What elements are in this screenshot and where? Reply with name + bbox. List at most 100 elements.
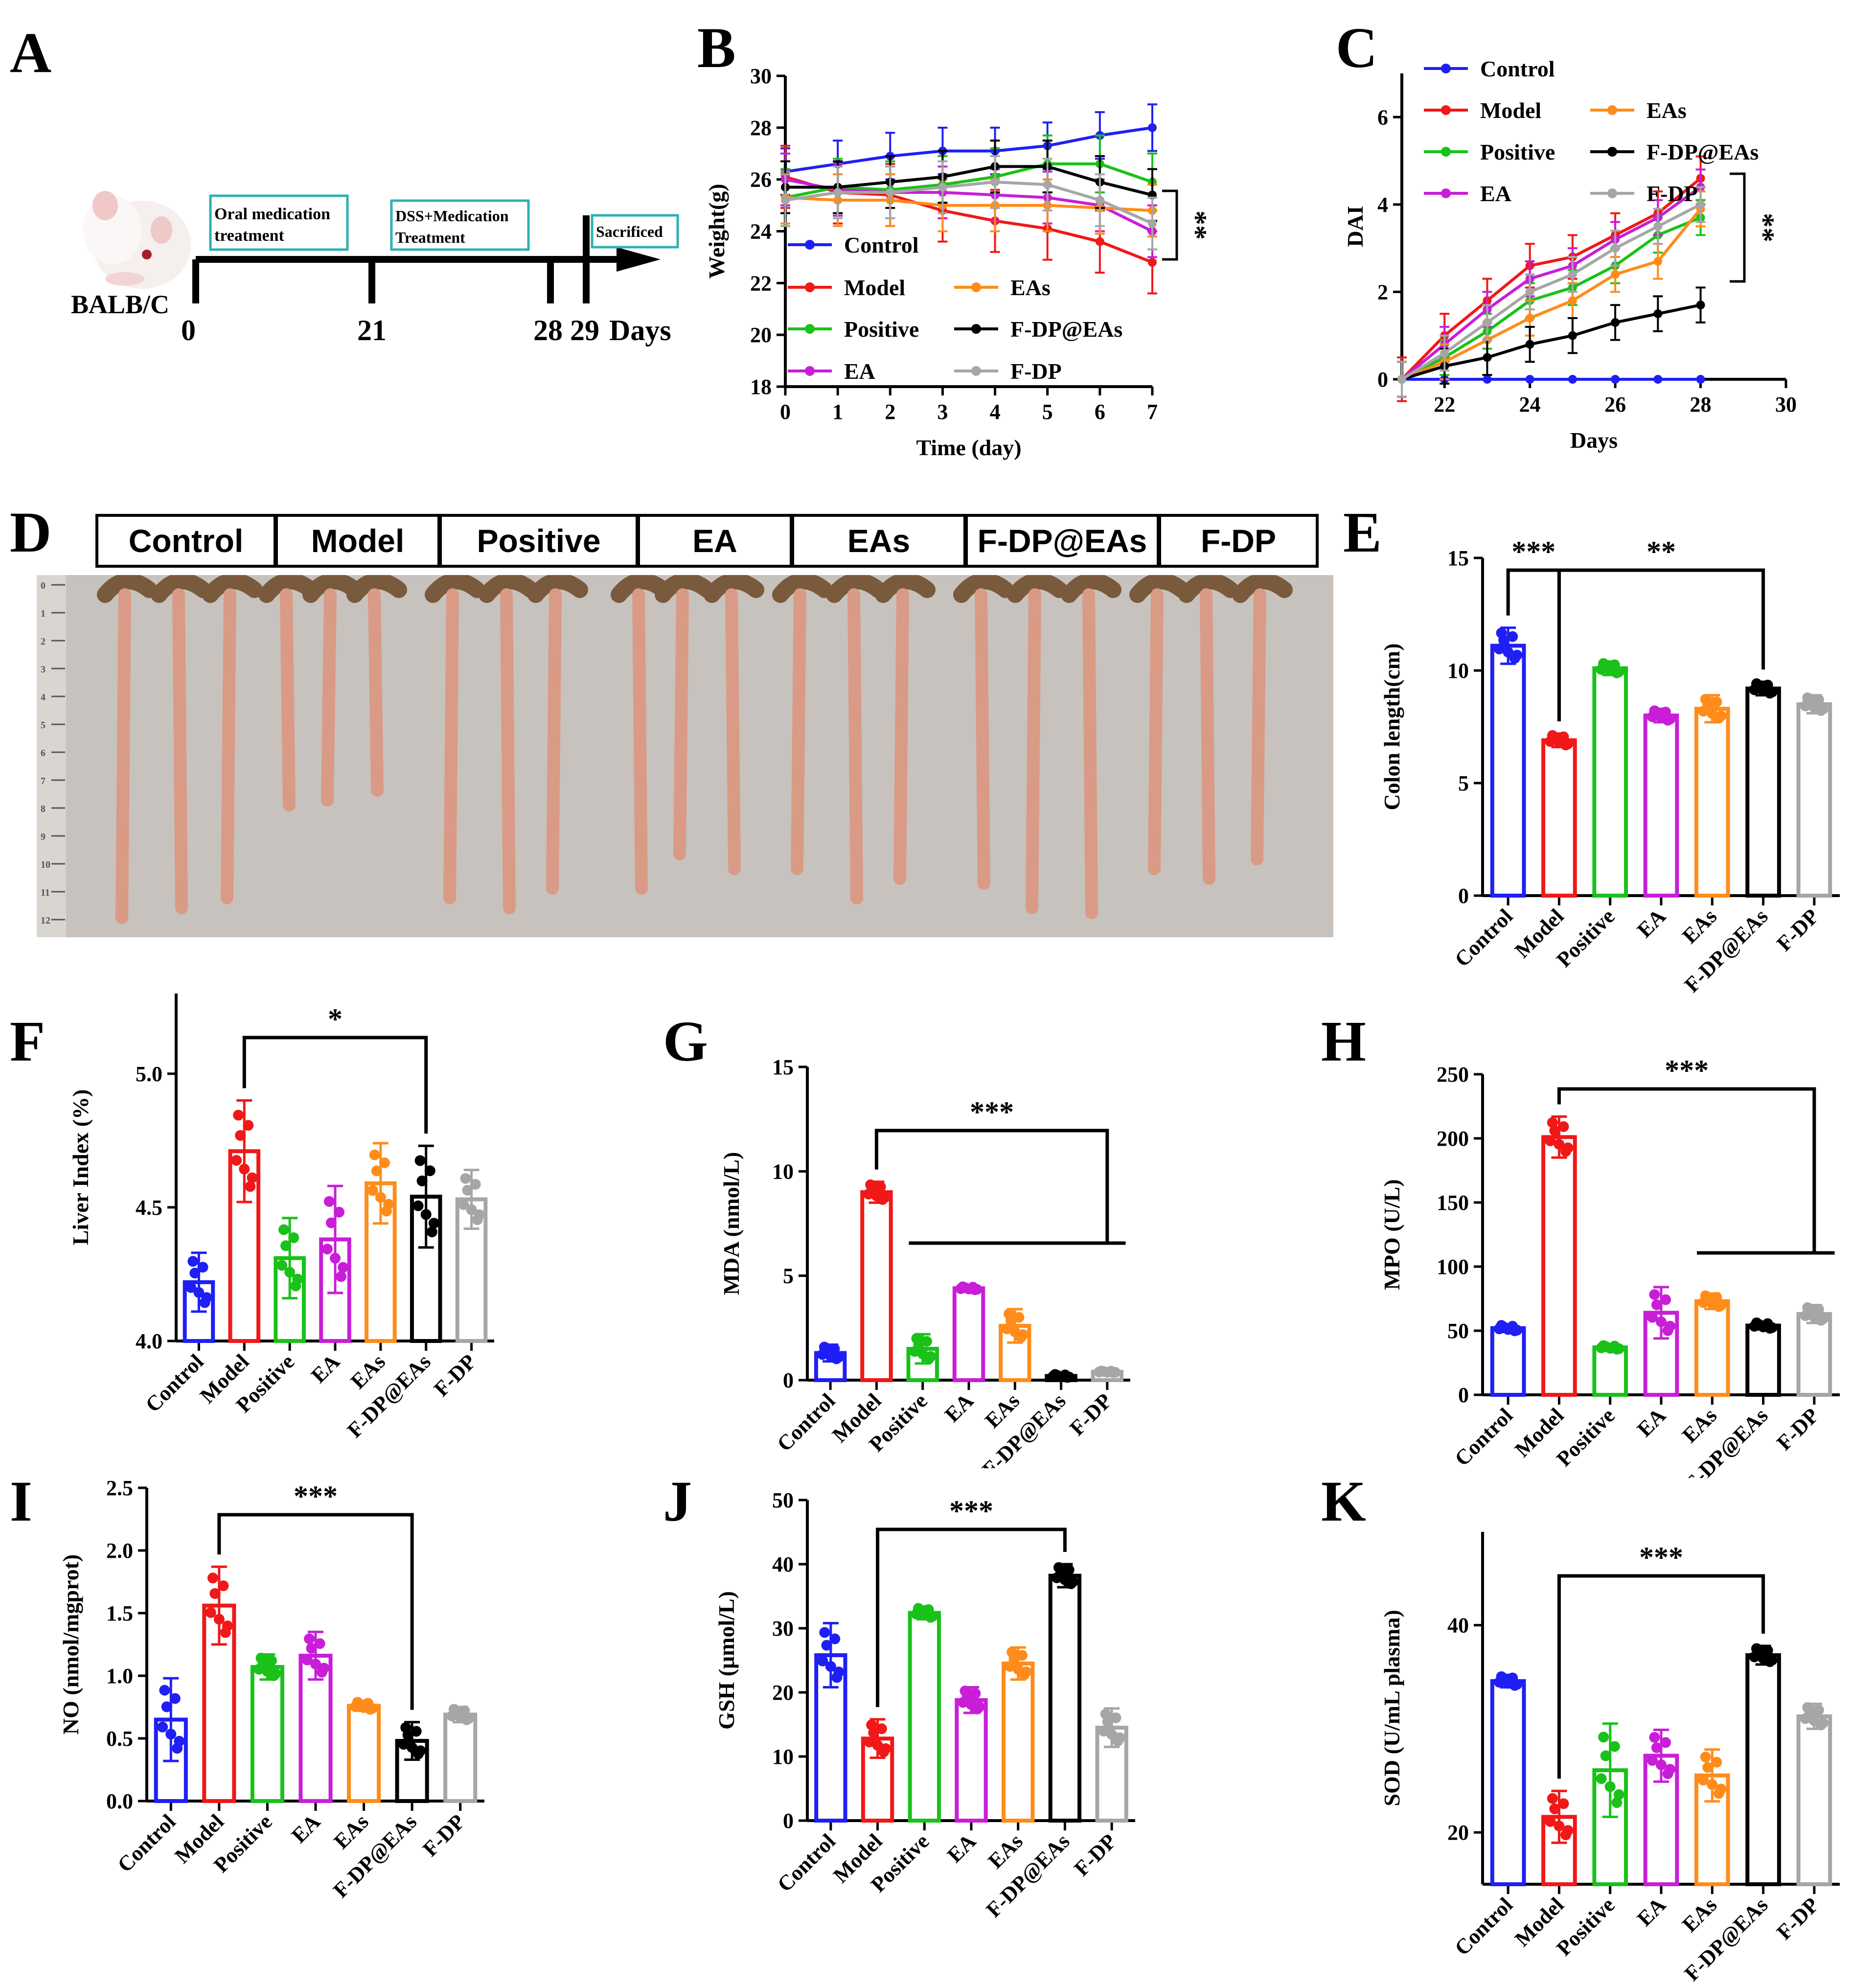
legend-marker: [971, 366, 981, 376]
data-point: [1649, 705, 1660, 717]
data-point: [1815, 705, 1827, 716]
x-tick-label: 30: [1775, 393, 1797, 416]
legend-marker: [805, 366, 815, 376]
significance-label: **: [1180, 210, 1212, 240]
legend-marker: [1607, 147, 1617, 157]
data-point: [1494, 644, 1505, 655]
data-point: [1711, 696, 1722, 708]
data-point: [189, 1268, 201, 1279]
y-tick-label: 4.5: [136, 1196, 162, 1220]
data-point: [829, 1343, 840, 1354]
timeline-label: 28: [533, 314, 563, 347]
legend-label: Model: [844, 275, 905, 300]
bar-Control: [1490, 1326, 1526, 1397]
data-point: [921, 1336, 932, 1347]
data-point: [1096, 1365, 1107, 1377]
data-point: [161, 1701, 172, 1712]
colon-strip: [673, 588, 689, 860]
data-point: [1713, 1788, 1724, 1799]
data-point: [1696, 200, 1705, 209]
data-point: [1545, 1816, 1556, 1827]
colon-strip: [847, 588, 863, 904]
y-tick-label: 28: [750, 116, 772, 140]
data-point: [165, 1729, 177, 1740]
data-point: [1560, 740, 1572, 751]
y-tick-label: 200: [1437, 1127, 1469, 1151]
series-line-EA: [1401, 185, 1702, 381]
ruler-mark: 0: [41, 580, 46, 591]
data-point: [239, 1163, 250, 1175]
data-point: [1649, 1289, 1660, 1300]
data-point: [1496, 1320, 1507, 1331]
data-point: [865, 1179, 876, 1190]
ruler-mark: 12: [41, 915, 50, 926]
panel-label-a: A: [10, 21, 52, 85]
group-header-Model: Model: [276, 514, 440, 568]
data-point: [1148, 258, 1157, 267]
significance-bracket: [1730, 172, 1746, 283]
category-label: EA: [942, 1829, 981, 1867]
colon-cecum: [302, 575, 363, 603]
x-tick-label: 6: [1095, 400, 1105, 424]
data-point: [1696, 375, 1705, 384]
data-point: [1110, 1712, 1121, 1724]
data-point: [831, 1672, 843, 1683]
legend-marker: [1607, 188, 1617, 198]
colon-cecum: [479, 575, 539, 603]
data-point: [878, 1746, 890, 1757]
category-label: EA: [1632, 1403, 1670, 1441]
data-point: [829, 1633, 841, 1644]
y-tick-label: 0: [1377, 368, 1388, 392]
bar-F-DP@EAs: [1745, 1653, 1781, 1886]
data-point: [1496, 627, 1507, 639]
data-point: [1545, 1135, 1556, 1146]
panel-label-h: H: [1321, 1009, 1366, 1073]
colon-cecum: [1129, 575, 1190, 603]
y-tick-label: 26: [750, 168, 772, 192]
significance-label: ***: [1511, 535, 1555, 568]
data-point: [911, 1333, 922, 1344]
bar-Positive: [1592, 666, 1628, 898]
y-axis-title: SOD (U/mL plasma): [1379, 1610, 1404, 1806]
y-tick-label: 10: [772, 1745, 794, 1769]
data-point: [925, 1612, 936, 1623]
data-point: [990, 177, 1000, 186]
legend-marker: [805, 282, 815, 292]
data-point: [1112, 1735, 1123, 1747]
data-point: [1061, 1372, 1073, 1383]
group-header-F-DP@EAs: F-DP@EAs: [966, 514, 1160, 568]
data-point: [1554, 1139, 1565, 1150]
y-axis-title: NO (nmol/mgprot): [58, 1554, 83, 1734]
colon-cecum: [772, 575, 833, 603]
data-point: [220, 1627, 231, 1638]
category-label: Positive: [1552, 904, 1619, 971]
data-point: [338, 1262, 349, 1273]
data-point: [323, 1196, 335, 1207]
colon-cecum: [1061, 575, 1121, 603]
bar-EA: [952, 1286, 985, 1382]
data-point: [187, 1256, 199, 1267]
significance-bracket: [1162, 189, 1178, 261]
ruler-mark: 1: [41, 608, 46, 619]
colon-cecum: [1178, 575, 1239, 603]
data-point: [1148, 219, 1157, 228]
category-label: EA: [1632, 904, 1670, 942]
group-header-EAs: EAs: [793, 514, 966, 568]
data-point: [913, 1603, 924, 1614]
data-point: [284, 1267, 296, 1278]
data-point: [1609, 1741, 1620, 1752]
data-point: [290, 1280, 301, 1292]
colon-cecum: [1007, 575, 1068, 603]
data-point: [1095, 237, 1104, 246]
data-point: [1646, 1755, 1658, 1766]
data-point: [1507, 631, 1518, 642]
significance-label: ***: [970, 1096, 1014, 1128]
legend-label: F-DP: [1010, 359, 1062, 384]
colon-cecum: [875, 575, 936, 603]
data-point: [1525, 314, 1534, 323]
category-label: F-DP: [1772, 1403, 1823, 1455]
data-point: [1043, 180, 1052, 189]
y-tick-label: 10: [1447, 659, 1469, 683]
